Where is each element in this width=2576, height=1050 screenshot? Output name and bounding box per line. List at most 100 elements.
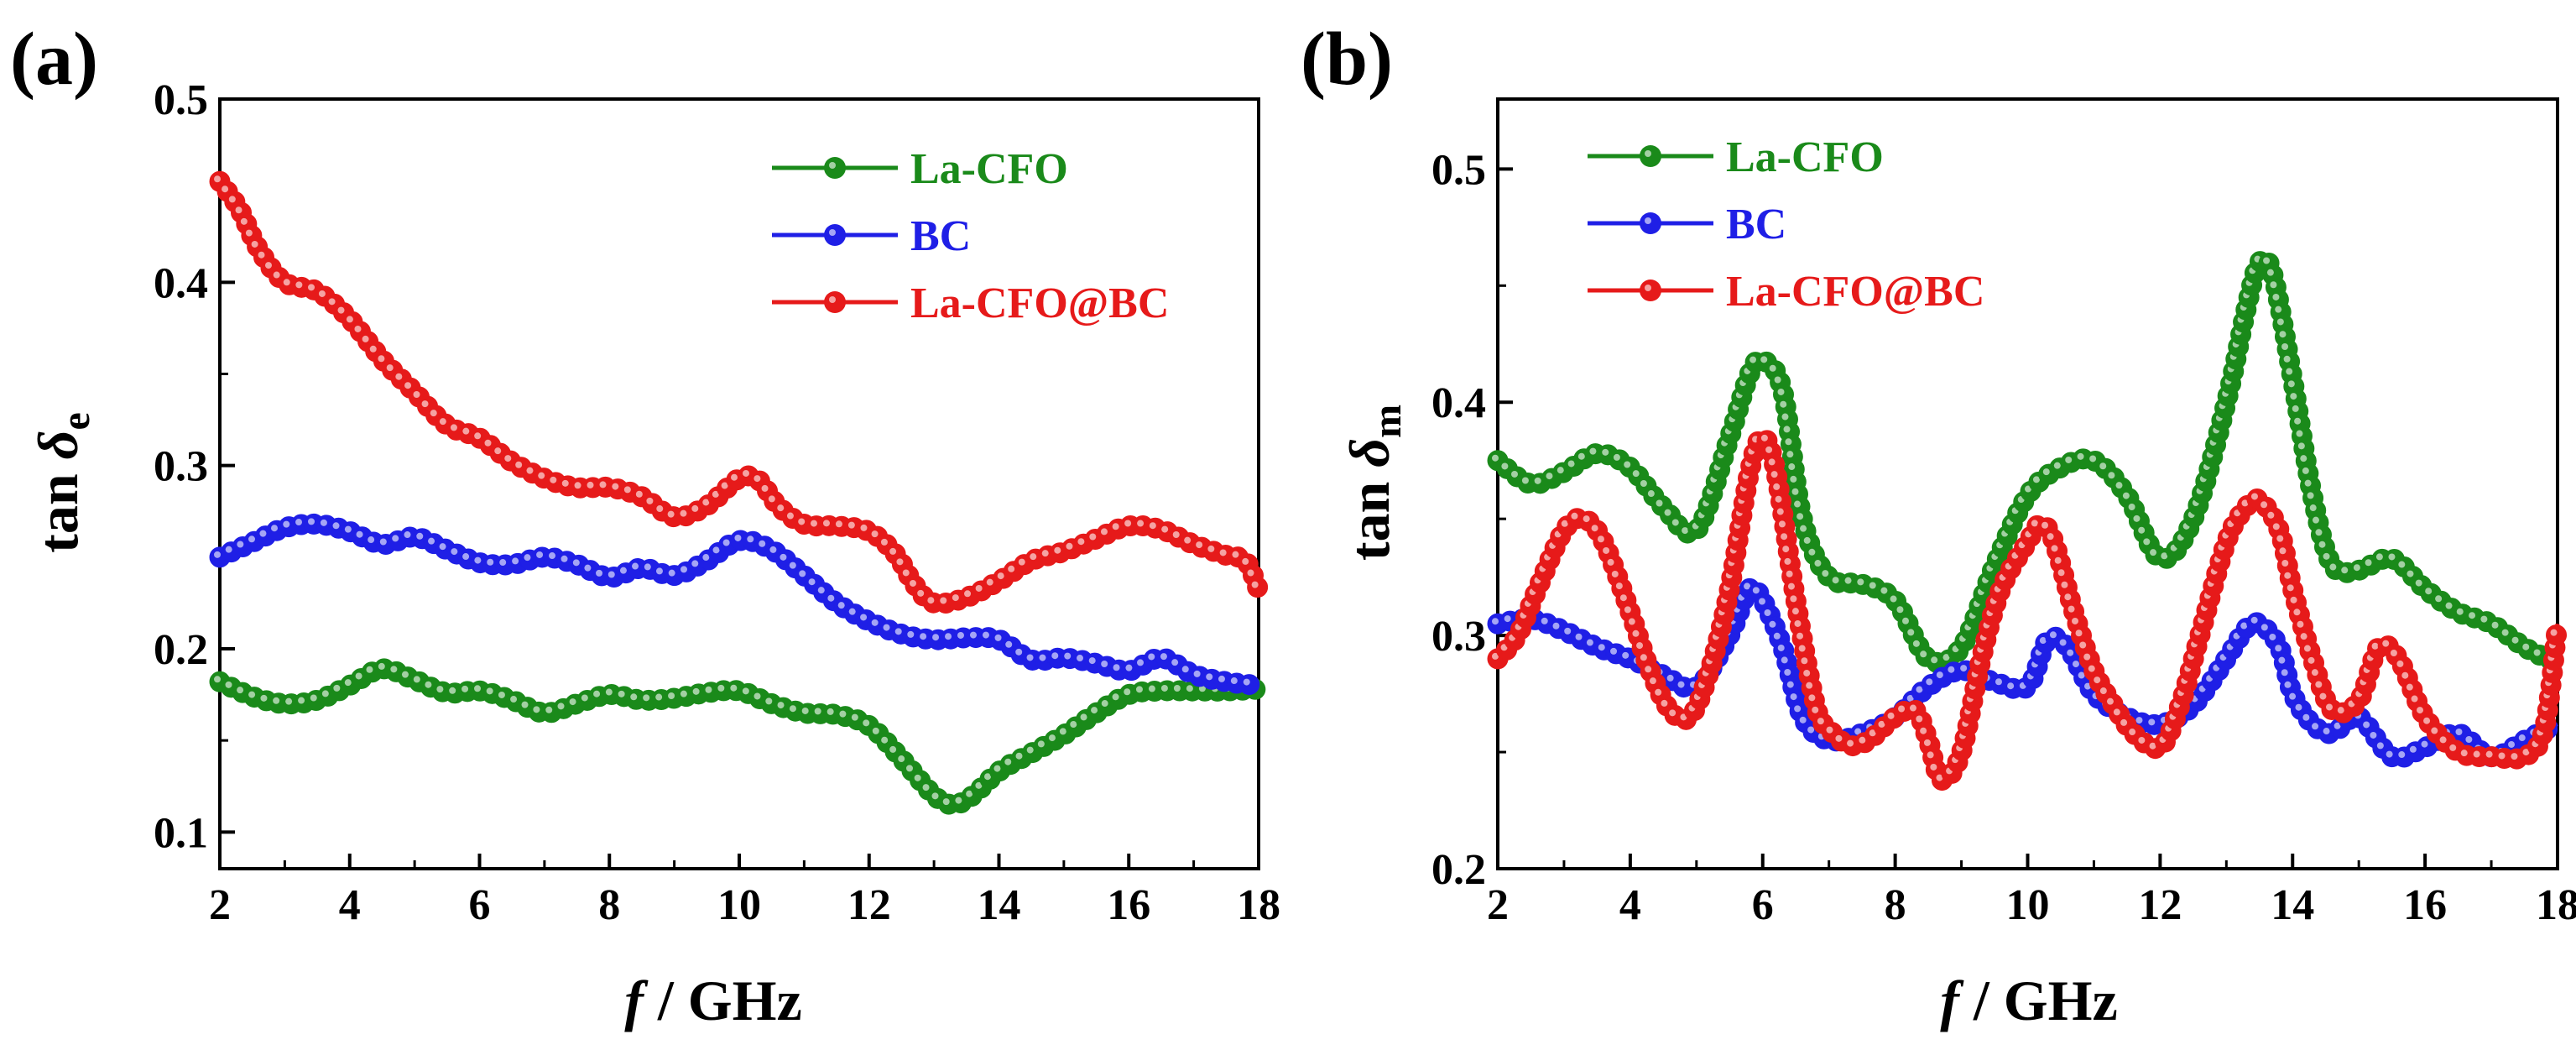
panel-b-la-cfo-bc-marker-highlight — [1923, 739, 1931, 746]
panel-a-la-cfo-bc-marker-highlight — [308, 284, 315, 291]
panel-b-bc-marker-highlight — [1916, 686, 1923, 693]
legend-a-la-cfo-bc-label: La-CFO@BC — [910, 279, 1169, 327]
legend-a-la-cfo-label: La-CFO — [910, 145, 1068, 193]
panel-a-bc-marker-highlight — [584, 564, 592, 572]
panel-b-la-cfo-marker-highlight — [2511, 636, 2519, 644]
panel-a-la-cfo-bc-marker-highlight — [1030, 553, 1037, 561]
panel-a-series-la-cfo-markers — [209, 658, 1266, 815]
panel-b-xlabel: f / GHz — [1940, 969, 2118, 1032]
panel-b-bc-marker-highlight — [2302, 713, 2310, 721]
panel-a-la-cfo-bc-marker-highlight — [712, 490, 719, 498]
panel-a-la-cfo-bc-marker-highlight — [1018, 558, 1025, 566]
panel-a-la-cfo-marker-highlight — [225, 681, 232, 688]
panel-b-la-cfo-marker-highlight — [2315, 529, 2323, 536]
panel-a-la-cfo-marker-highlight — [680, 690, 687, 697]
panel-b-la-cfo-bc-marker-highlight — [1916, 715, 1923, 723]
panel-b-la-cfo-bc-marker-highlight — [2272, 523, 2280, 530]
legend-b-la-cfo-marker-highlight — [1645, 150, 1651, 157]
panel-a-la-cfo-bc-marker-highlight — [251, 240, 258, 248]
panel-b-la-cfo-marker-highlight — [2480, 615, 2488, 623]
panel-a-la-cfo-bc-marker-highlight — [504, 455, 512, 462]
panel-b-la-cfo-marker-highlight — [1682, 527, 1689, 535]
panel-a-la-cfo-bc-marker — [1247, 577, 1269, 598]
legend-b-la-cfo-marker — [1640, 145, 1661, 167]
panel-a-la-cfo-bc-marker-highlight — [258, 251, 265, 259]
panel-a-la-cfo-bc-marker-highlight — [761, 484, 769, 492]
panel-b-la-cfo-marker-highlight — [2365, 559, 2372, 567]
panel-b-la-cfo-bc-marker-highlight — [2473, 750, 2480, 758]
panel-a-la-cfo-marker-highlight — [461, 685, 469, 692]
panel-a-bc-marker-highlight — [1026, 654, 1034, 661]
panel-a-la-cfo-bc-marker-highlight — [646, 497, 654, 504]
panel-a-la-cfo-marker-highlight — [1091, 707, 1098, 714]
panel-b-la-cfo-bc-marker-highlight — [1808, 694, 1816, 702]
panel-a-bc-marker-highlight — [691, 560, 699, 567]
panel-b-la-cfo-marker-highlight — [2283, 355, 2291, 363]
panel-b-la-cfo-marker-highlight — [2275, 306, 2282, 313]
panel-a-bc-marker-highlight — [596, 569, 603, 577]
panel-b-bc-marker-highlight — [2059, 639, 2067, 646]
panel-a-bc-marker-highlight — [499, 559, 507, 567]
panel-a-la-cfo-marker-highlight — [378, 662, 385, 670]
panel-a-bc-marker-highlight — [404, 531, 411, 539]
panel-a-ylabel-prefix: tan — [26, 459, 90, 552]
panel-b-la-cfo-bc-marker-highlight — [1669, 709, 1676, 717]
panel-b-la-cfo-bc-marker-highlight — [2138, 736, 2146, 744]
panel-a-bc-marker-highlight — [392, 535, 399, 542]
panel-a-la-cfo-bc-marker-highlight — [245, 229, 253, 237]
panel-a-la-cfo-bc-marker-highlight — [1137, 520, 1145, 527]
panel-a-bc-marker-highlight — [799, 570, 806, 577]
panel-a-la-cfo-marker-highlight — [1101, 700, 1108, 708]
panel-b-la-cfo-bc-marker — [2546, 624, 2568, 646]
panel-b-la-cfo-marker-highlight — [2297, 442, 2305, 450]
panel-b-la-cfo-bc-marker-highlight — [2279, 547, 2287, 555]
panel-b-la-cfo-bc-marker-highlight — [1909, 704, 1916, 712]
panel-b-la-cfo-marker-highlight — [1931, 656, 1938, 664]
panel-a-la-cfo-marker-highlight — [742, 687, 749, 695]
legend-a-bc-label: BC — [910, 212, 971, 260]
panel-a-la-cfo-bc-marker-highlight — [228, 196, 236, 203]
panel-b-series-la-cfo-markers — [1487, 251, 2562, 673]
panel-a-la-cfo-marker-highlight — [668, 692, 675, 700]
panel-b-la-cfo-bc-marker-highlight — [1803, 669, 1811, 676]
panel-b-la-cfo-bc-marker-highlight — [1770, 471, 1778, 478]
panel-a-la-cfo-bc-marker-highlight — [927, 597, 935, 604]
panel-b-la-cfo-marker-highlight — [2263, 257, 2271, 264]
panel-b: (b) 2 4 6 8 10 12 14 16 18 0.2 0.3 0.4 0.5 f / GHz t… — [1301, 18, 2576, 1032]
panel-b-la-cfo-marker-highlight — [1907, 629, 1915, 636]
panel-a-la-cfo-bc-marker-highlight — [902, 569, 910, 577]
panel-b-bc-marker-highlight — [2289, 692, 2297, 700]
panel-a-la-cfo-bc-marker-highlight — [1077, 538, 1085, 546]
panel-a-bc-marker-highlight — [474, 556, 482, 564]
panel-b-la-cfo-bc-marker-highlight — [2267, 511, 2275, 519]
panel-a-series-la-cfo-bc-markers — [209, 170, 1269, 614]
panel-a-la-cfo-bc-marker-highlight — [574, 482, 581, 489]
panel-a-bc-marker-highlight — [1148, 653, 1155, 661]
panel-b-la-cfo-bc-marker-highlight — [1817, 718, 1824, 725]
panel-b-la-cfo-bc-marker-highlight — [2522, 749, 2530, 756]
panel-a-la-cfo-bc-marker-highlight — [1112, 523, 1119, 530]
panel-b-la-cfo-marker-highlight — [1774, 376, 1781, 384]
panel-b-la-cfo-bc-marker-highlight — [2064, 593, 2072, 601]
panel-b-la-cfo-bc-marker-highlight — [1778, 520, 1786, 528]
panel-a-bc-marker-highlight — [668, 569, 675, 577]
panel-a-ytick-label: 0.2 — [154, 626, 208, 674]
panel-b-la-cfo-bc-marker-highlight — [2031, 520, 2038, 527]
panel-a-la-cfo-bc-marker-highlight — [680, 509, 687, 517]
panel-b-ylabel-prefix: tan — [1338, 468, 1401, 561]
panel-a-bc-marker-highlight — [237, 541, 244, 548]
panel-b-la-cfo-marker-highlight — [2032, 476, 2040, 483]
panel-b-la-cfo-marker-highlight — [2287, 380, 2295, 388]
panel-a-bc-marker-highlight — [451, 548, 458, 556]
panel-b-la-cfo-marker-highlight — [2292, 405, 2299, 412]
panel-b-bc-marker-highlight — [1752, 587, 1760, 594]
panel-b-la-cfo-marker-highlight — [1534, 477, 1541, 484]
panel-b-xtick-label: 4 — [1619, 881, 1641, 929]
panel-a-la-cfo-marker-highlight — [366, 666, 373, 673]
panel-a-la-cfo-bc-marker-highlight — [462, 427, 470, 435]
panel-b-bc-marker-highlight — [2334, 722, 2341, 729]
panel-b-label: (b) — [1301, 18, 1393, 101]
panel-b-la-cfo-marker-highlight — [2318, 541, 2326, 548]
panel-a-ylabel-sub: e — [54, 412, 98, 430]
